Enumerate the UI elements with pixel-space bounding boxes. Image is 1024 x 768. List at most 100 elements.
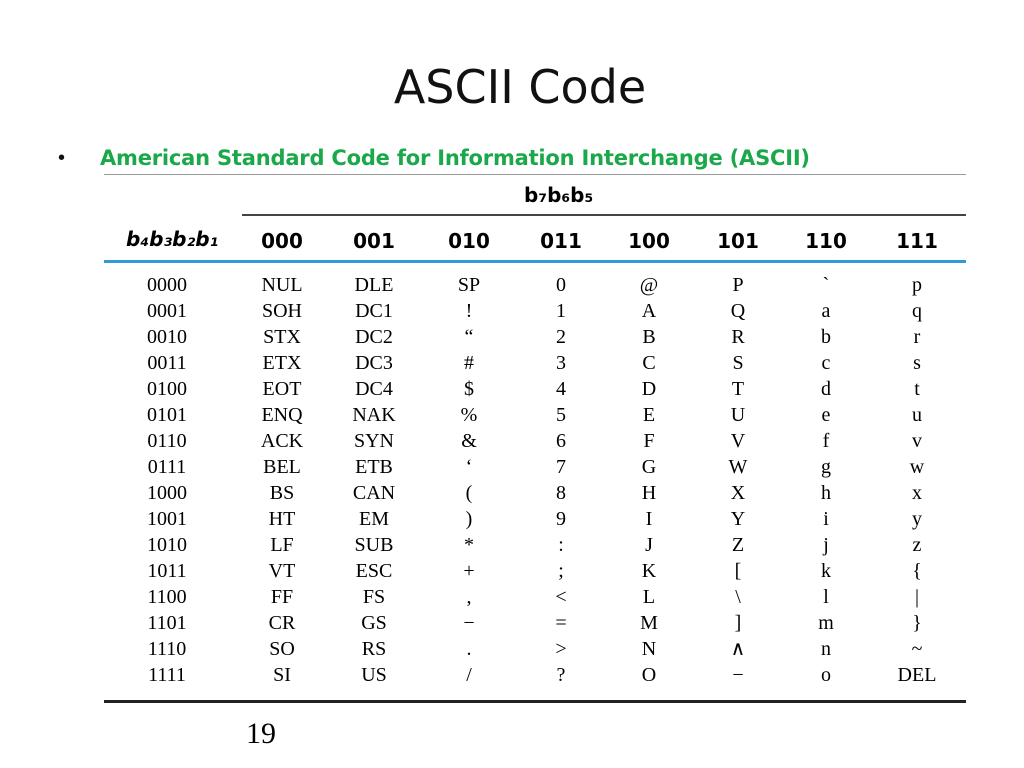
table-cell: i <box>823 508 829 530</box>
table-cell: m <box>818 612 834 634</box>
table-cell: GS <box>361 612 387 634</box>
table-cell: F <box>643 430 655 452</box>
table-cell: T <box>731 378 745 400</box>
row-code: 0111 <box>147 456 187 478</box>
table-cell: & <box>461 430 477 452</box>
table-cell: 6 <box>556 430 566 452</box>
table-cell: S <box>732 352 744 374</box>
table-cell: RS <box>361 638 387 660</box>
table-cell: HT <box>268 508 296 530</box>
table-cell: L <box>642 586 656 608</box>
table-cell: h <box>821 482 831 504</box>
row-code: 0101 <box>147 404 187 426</box>
table-cell: J <box>645 534 653 556</box>
table-cell: 9 <box>556 508 566 530</box>
table-cell: SUB <box>354 534 394 556</box>
table-cell: 7 <box>556 456 566 478</box>
row-code: 1010 <box>147 534 187 556</box>
bullet-text: American Standard Code for Information I… <box>100 146 810 170</box>
table-cell: SP <box>457 274 481 296</box>
row-code: 1111 <box>148 664 186 686</box>
table-cell: g <box>821 456 831 478</box>
table-cell: s <box>913 352 921 374</box>
table-cell: LF <box>270 534 294 556</box>
table-cell: = <box>555 612 567 634</box>
table-top-rule <box>104 174 966 175</box>
table-cell: C <box>642 352 656 374</box>
table-cell: ∧ <box>730 638 746 660</box>
table-cell: FS <box>362 586 386 608</box>
table-cell: 2 <box>556 326 566 348</box>
table-cell: 4 <box>556 378 566 400</box>
page-number: 19 <box>246 717 276 750</box>
column-header: 010 <box>448 229 490 253</box>
table-cell: ~ <box>911 638 923 660</box>
table-row: 1100 FF FS, < L \ l | <box>104 584 966 610</box>
row-code: 0010 <box>147 326 187 348</box>
table-cell: 8 <box>556 482 566 504</box>
table-cell: x <box>912 482 922 504</box>
table-cell: 1 <box>556 300 566 322</box>
low-bits-header: b₄b₃b₂b₁ <box>126 227 219 251</box>
table-cell: l <box>823 586 829 608</box>
table-cell: BS <box>269 482 295 504</box>
table-cell: + <box>463 560 475 582</box>
row-code: 1011 <box>147 560 187 582</box>
table-cell: “ <box>464 326 474 348</box>
table-cell: SO <box>269 638 295 660</box>
table-cell: − <box>732 664 744 686</box>
table-cell: : <box>558 534 564 556</box>
table-cell: a <box>821 300 831 322</box>
bullet-dot-icon: • <box>58 146 66 169</box>
table-cell: Y <box>730 508 746 530</box>
table-cell: H <box>641 482 657 504</box>
table-cell: Q <box>730 300 746 322</box>
table-cell: % <box>460 404 478 426</box>
table-cell: ; <box>558 560 564 582</box>
table-cell: * <box>464 534 474 556</box>
table-cell: ACK <box>260 430 304 452</box>
table-cell: SOH <box>261 300 303 322</box>
high-bits-header: b₇b₆b₅ <box>524 183 594 207</box>
table-cell: z <box>912 534 922 556</box>
table-cell: M <box>640 612 658 634</box>
row-code: 0001 <box>147 300 187 322</box>
table-cell: VT <box>268 560 296 582</box>
table-row: 0000 NUL DLE SP 0 @ P ` p <box>104 272 966 298</box>
table-cell: NAK <box>352 404 396 426</box>
table-cell: o <box>821 664 831 686</box>
table-cell: ] <box>734 612 742 634</box>
table-cell: t <box>914 378 920 400</box>
row-code: 1100 <box>147 586 187 608</box>
table-cell: ETB <box>355 456 393 478</box>
table-cell: ‘ <box>465 456 473 478</box>
table-cell: p <box>912 274 922 296</box>
table-cell: 0 <box>556 274 566 296</box>
table-cell: D <box>641 378 657 400</box>
table-cell: d <box>821 378 831 400</box>
table-cell: y <box>912 508 922 530</box>
table-cell: w <box>909 456 925 478</box>
column-header: 100 <box>628 229 670 253</box>
table-cell: O <box>641 664 657 686</box>
table-cell: DEL <box>897 664 937 686</box>
table-cell: N <box>641 638 657 660</box>
table-cell: | <box>914 586 920 608</box>
table-cell: Z <box>731 534 745 556</box>
row-code: 1110 <box>147 638 187 660</box>
table-cell: CR <box>268 612 296 634</box>
table-cell: DC2 <box>355 326 393 348</box>
table-row: 1011 VT ESC +; K [k { <box>104 558 966 584</box>
bullet-item: • American Standard Code for Information… <box>58 142 810 174</box>
table-cell: j <box>823 534 829 556</box>
row-code: 0011 <box>147 352 187 374</box>
ascii-table: b₇b₆b₅ b₄b₃b₂b₁ 000 001 010 011 100 101 … <box>104 174 966 704</box>
table-cell: NUL <box>261 274 303 296</box>
